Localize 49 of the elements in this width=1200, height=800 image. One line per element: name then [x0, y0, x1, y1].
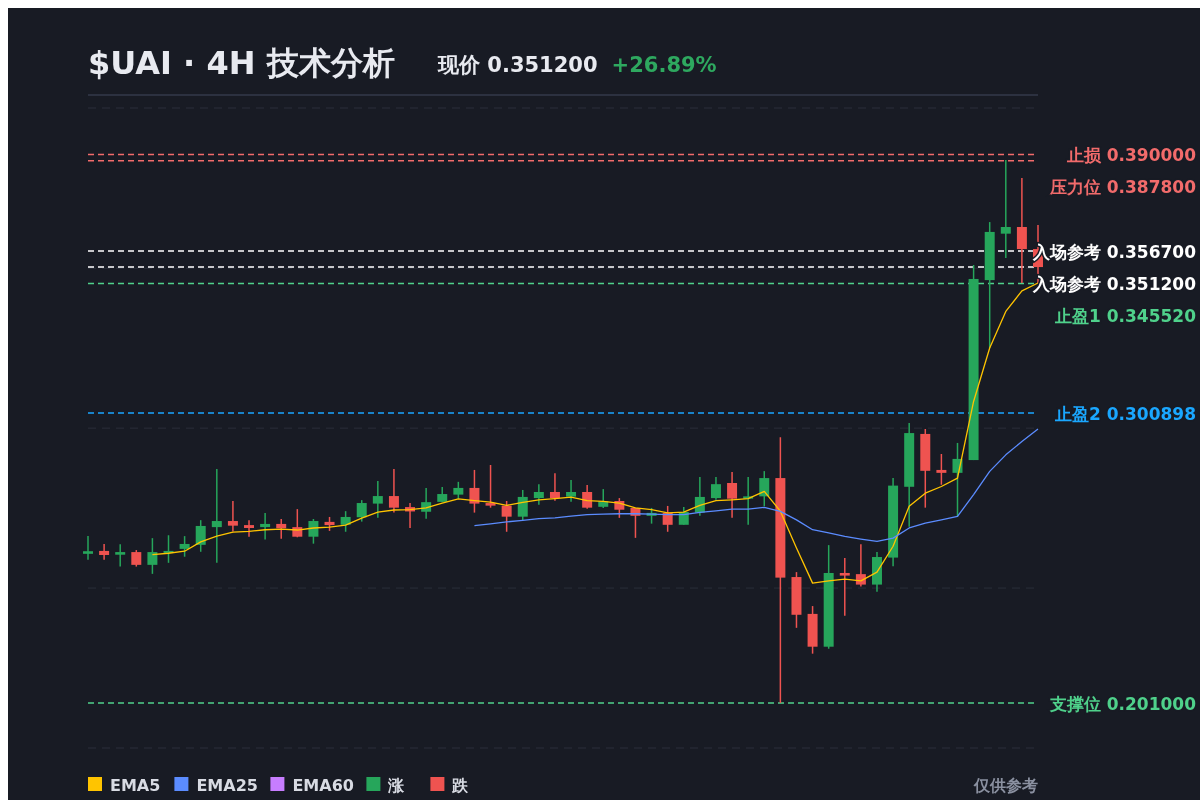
- candlestick: [99, 543, 110, 561]
- candlestick: [759, 470, 770, 507]
- candlestick: [582, 484, 593, 510]
- candlestick: [533, 483, 544, 506]
- candlestick: [179, 535, 190, 558]
- candlestick: [308, 518, 319, 545]
- candlestick: [260, 512, 271, 541]
- legend-label: EMA5: [110, 775, 161, 795]
- legend-label: 跌: [451, 775, 470, 795]
- candlestick: [1016, 177, 1027, 284]
- ref-line-label: 支撑位 0.201000: [1048, 693, 1197, 714]
- candlestick: [83, 535, 93, 561]
- candlestick: [421, 487, 432, 520]
- candlestick: [485, 464, 496, 509]
- candlestick: [727, 471, 738, 519]
- ref-line-label: 止盈2 0.300898: [1053, 404, 1196, 425]
- candlestick: [356, 499, 367, 523]
- candlestick: [662, 505, 673, 533]
- candlestick: [501, 500, 512, 533]
- legend-label: 涨: [387, 775, 406, 795]
- text: +26.89%: [611, 53, 717, 77]
- candlestick: [195, 519, 206, 553]
- ref-line-label: 入场参考 0.351200: [1031, 274, 1197, 295]
- candlestick: [276, 518, 287, 540]
- candlestick: [115, 543, 126, 568]
- ref-line-label: 止盈1 0.345520: [1053, 306, 1197, 327]
- candlestick: [517, 489, 528, 521]
- candlestick: [549, 472, 560, 502]
- candlestick: [566, 479, 577, 503]
- legend-label: EMA25: [196, 775, 258, 795]
- ref-line-label: 止损 0.390000: [1065, 145, 1197, 166]
- ref-line-label: 压力位 0.387800: [1048, 177, 1197, 198]
- candlestick: [855, 543, 866, 588]
- text: 仅供参考: [973, 775, 1038, 795]
- candlestick: [388, 468, 399, 514]
- candlestick: [244, 519, 255, 538]
- candlestick: [211, 468, 222, 564]
- candlestick: [147, 537, 158, 575]
- candlestick: [1000, 159, 1011, 259]
- chart-subtitle: 现价 0.351200: [437, 53, 598, 77]
- candlestick: [340, 510, 351, 533]
- candlestick: [710, 476, 721, 501]
- chart-title: $UAI · 4H 技术分析: [88, 44, 395, 82]
- candlestick: [372, 480, 383, 519]
- legend-label: EMA60: [292, 775, 354, 795]
- candlestick: [936, 453, 947, 486]
- candlestick: [839, 557, 850, 617]
- candlestick: [469, 469, 480, 514]
- candlestick: [227, 500, 238, 533]
